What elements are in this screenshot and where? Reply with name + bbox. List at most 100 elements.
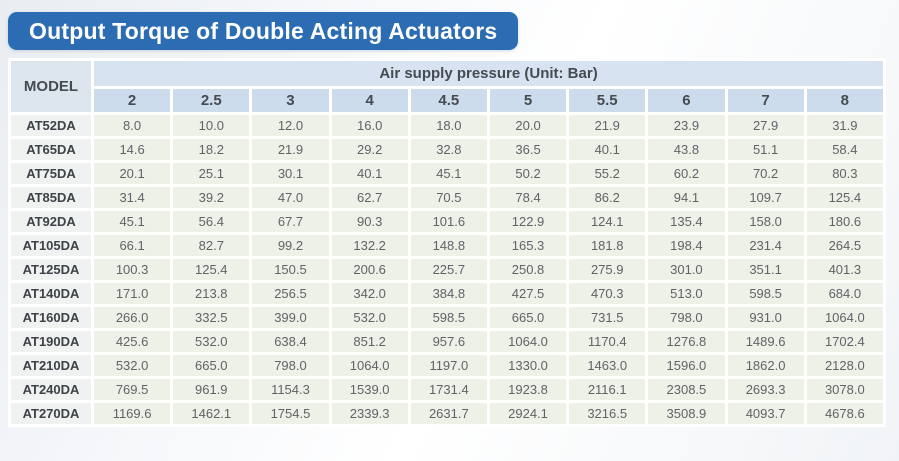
torque-value-cell: 36.5 [489,139,567,160]
torque-value-cell: 132.2 [331,235,408,256]
torque-value-cell: 70.2 [727,163,804,184]
page-title: Output Torque of Double Acting Actuators [8,12,519,50]
pressure-header-cell: 4 [331,89,408,112]
pressure-header-cell: 6 [648,89,725,112]
model-cell: AT52DA [11,115,91,136]
torque-value-cell: 8.0 [94,115,171,136]
torque-value-cell: 1330.0 [489,355,567,376]
torque-value-cell: 532.0 [331,307,408,328]
torque-value-cell: 731.5 [569,307,646,328]
torque-value-cell: 1170.4 [569,331,646,352]
torque-value-cell: 51.1 [727,139,804,160]
torque-value-cell: 135.4 [648,211,725,232]
torque-value-cell: 4093.7 [727,403,804,424]
torque-value-cell: 66.1 [94,235,171,256]
torque-value-cell: 67.7 [252,211,329,232]
pressure-header-cell: 5.5 [569,89,646,112]
torque-value-cell: 2308.5 [648,379,725,400]
torque-table-body: AT52DA 8.0 10.0 12.0 16.0 18.0 20.0 21.9 23.9 27.… [11,115,883,424]
table-row: AT65DA 14.6 18.2 21.9 29.2 32.8 36.5 40.1 43.8 51… [11,139,883,160]
torque-value-cell: 45.1 [410,163,487,184]
torque-value-cell: 470.3 [569,283,646,304]
table-row: AT125DA 100.3 125.4 150.5 200.6 225.7 250.8 275… [11,259,883,280]
torque-value-cell: 2631.7 [410,403,487,424]
torque-value-cell: 180.6 [806,211,883,232]
torque-value-cell: 213.8 [173,283,250,304]
torque-value-cell: 40.1 [331,163,408,184]
torque-value-cell: 50.2 [489,163,567,184]
torque-value-cell: 275.9 [569,259,646,280]
torque-value-cell: 32.8 [410,139,487,160]
torque-value-cell: 181.8 [569,235,646,256]
table-row: AT85DA 31.4 39.2 47.0 62.7 70.5 78.4 86.2 94.1 10… [11,187,883,208]
pressure-header-cell: 5 [489,89,567,112]
model-cell: AT160DA [11,307,91,328]
torque-value-cell: 665.0 [173,355,250,376]
torque-value-cell: 931.0 [727,307,804,328]
torque-value-cell: 4678.6 [806,403,883,424]
torque-value-cell: 1064.0 [806,307,883,328]
torque-value-cell: 125.4 [806,187,883,208]
torque-value-cell: 62.7 [331,187,408,208]
torque-value-cell: 266.0 [94,307,171,328]
torque-value-cell: 109.7 [727,187,804,208]
torque-value-cell: 25.1 [173,163,250,184]
pressure-group-header: Air supply pressure (Unit: Bar) [94,61,883,86]
torque-value-cell: 1702.4 [806,331,883,352]
model-cell: AT190DA [11,331,91,352]
torque-value-cell: 80.3 [806,163,883,184]
torque-value-cell: 256.5 [252,283,329,304]
torque-value-cell: 301.0 [648,259,725,280]
torque-value-cell: 250.8 [489,259,567,280]
table-row: AT52DA 8.0 10.0 12.0 16.0 18.0 20.0 21.9 23.9 27.… [11,115,883,136]
torque-value-cell: 20.0 [489,115,567,136]
torque-value-cell: 684.0 [806,283,883,304]
torque-value-cell: 1462.1 [173,403,250,424]
pressure-header-cell: 7 [727,89,804,112]
model-cell: AT125DA [11,259,91,280]
torque-value-cell: 29.2 [331,139,408,160]
torque-value-cell: 14.6 [94,139,171,160]
table-row: AT140DA 171.0 213.8 256.5 342.0 384.8 427.5 470… [11,283,883,304]
torque-value-cell: 1489.6 [727,331,804,352]
torque-value-cell: 1754.5 [252,403,329,424]
torque-value-cell: 1596.0 [648,355,725,376]
torque-value-cell: 82.7 [173,235,250,256]
model-column-header: MODEL [11,61,91,112]
torque-value-cell: 198.4 [648,235,725,256]
torque-value-cell: 171.0 [94,283,171,304]
torque-value-cell: 225.7 [410,259,487,280]
torque-value-cell: 1539.0 [331,379,408,400]
model-cell: AT240DA [11,379,91,400]
torque-value-cell: 124.1 [569,211,646,232]
torque-value-cell: 100.3 [94,259,171,280]
model-cell: AT65DA [11,139,91,160]
torque-value-cell: 70.5 [410,187,487,208]
torque-value-cell: 769.5 [94,379,171,400]
torque-value-cell: 1064.0 [331,355,408,376]
torque-value-cell: 2116.1 [569,379,646,400]
torque-value-cell: 31.4 [94,187,171,208]
model-cell: AT75DA [11,163,91,184]
torque-value-cell: 40.1 [569,139,646,160]
torque-value-cell: 665.0 [489,307,567,328]
model-cell: AT210DA [11,355,91,376]
torque-value-cell: 101.6 [410,211,487,232]
torque-value-cell: 1463.0 [569,355,646,376]
torque-value-cell: 351.1 [727,259,804,280]
torque-value-cell: 125.4 [173,259,250,280]
model-cell: AT140DA [11,283,91,304]
torque-value-cell: 3078.0 [806,379,883,400]
torque-value-cell: 1064.0 [489,331,567,352]
torque-value-cell: 39.2 [173,187,250,208]
torque-value-cell: 598.5 [727,283,804,304]
pressure-header-cell: 8 [806,89,883,112]
pressure-header-cell: 3 [252,89,329,112]
torque-value-cell: 2924.1 [489,403,567,424]
model-cell: AT270DA [11,403,91,424]
torque-value-cell: 401.3 [806,259,883,280]
torque-value-cell: 165.3 [489,235,567,256]
torque-value-cell: 961.9 [173,379,250,400]
